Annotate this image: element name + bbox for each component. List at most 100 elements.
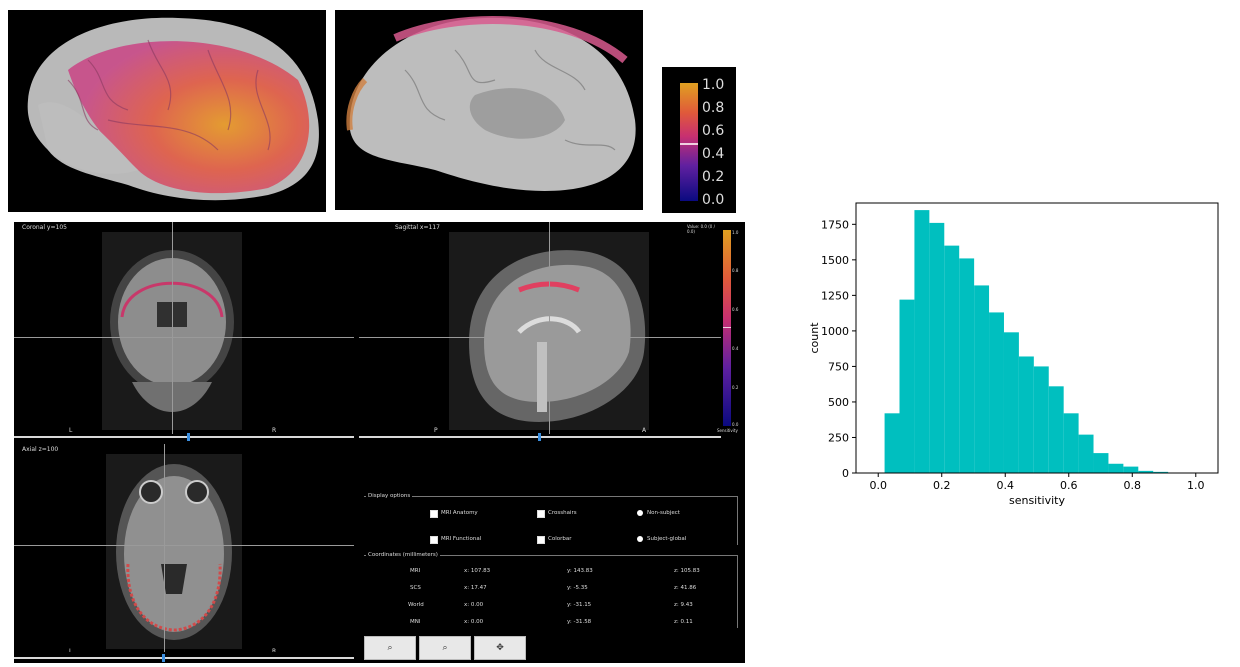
coronal-pane[interactable]: Coronal y=105 L R	[14, 222, 354, 434]
coronal-left-label: L	[69, 427, 73, 434]
sagittal-pane[interactable]: Sagittal x=117 Value: 0.0 (0 / 0.0) P A	[359, 222, 721, 434]
colorbar-checkbox[interactable]	[537, 536, 545, 544]
colorbar-top-tick: 1.0	[702, 77, 725, 93]
sagittal-left-label: P	[434, 427, 438, 434]
zoom-out-button[interactable]: ⌕	[419, 636, 471, 660]
coord-row-name: SCS	[410, 585, 421, 591]
colorbar-top-tick: 0.4	[702, 146, 725, 162]
viewer-colorbar-tick: 0.2	[732, 385, 739, 390]
colorbar-top: 1.0 0.8 0.6 0.4 0.2 0.0	[662, 67, 736, 213]
colorbar-top-tick: 0.2	[702, 169, 725, 185]
coordinates-label: Coordinates (millimeters)	[366, 552, 440, 558]
y-tick-label: 1000	[821, 325, 849, 338]
mri-functional-checkbox[interactable]	[430, 536, 438, 544]
viewer-colorbar-tick: 0.0	[732, 422, 739, 427]
coord-row-name: World	[408, 602, 424, 608]
histogram-bar	[1093, 453, 1109, 473]
coord-row-name: MRI	[410, 568, 421, 574]
viewer-colorbar-tick: 0.6	[732, 307, 739, 312]
axial-crosshair-v	[164, 444, 165, 652]
pan-button[interactable]: ✥	[474, 636, 526, 660]
viewer-colorbar-tick: 1.0	[732, 230, 739, 235]
histogram-bar	[929, 222, 945, 473]
sagittal-slider[interactable]	[359, 433, 721, 441]
histogram-bar	[959, 258, 975, 473]
histogram-bar	[1063, 413, 1079, 473]
axial-title: Axial z=100	[22, 446, 59, 453]
brain-lateral-view	[8, 10, 326, 212]
mri-functional-label: MRI Functional	[441, 536, 482, 542]
display-options-label: Display options	[366, 493, 413, 499]
y-tick-label: 1250	[821, 289, 849, 302]
coord-z: z: 9.43	[674, 602, 693, 608]
axial-slider[interactable]	[14, 654, 354, 662]
y-tick-label: 750	[828, 360, 849, 373]
sagittal-value-readout: Value: 0.0 (0 / 0.0)	[687, 224, 715, 234]
coord-z: z: 41.86	[674, 585, 697, 591]
histogram-svg: 0.0 0.2 0.4 0.6 0.8 1.0 0 250 500 750 1000 1250 1500…	[808, 202, 1219, 507]
axial-slider-thumb[interactable]	[162, 654, 165, 662]
x-tick-label: 0.0	[869, 479, 887, 492]
mri-anatomy-checkbox[interactable]	[430, 510, 438, 518]
crosshairs-label: Crosshairs	[548, 510, 577, 516]
coronal-slider[interactable]	[14, 433, 354, 441]
y-tick-label: 250	[828, 431, 849, 444]
subject-label: Subject-global	[647, 536, 687, 542]
brain-medial-view	[335, 10, 643, 210]
sagittal-slider-thumb[interactable]	[538, 433, 541, 441]
histogram-bar	[899, 299, 915, 473]
histogram-bar	[1123, 466, 1139, 473]
coord-y: y: 143.83	[567, 568, 593, 574]
histogram-bar	[989, 312, 1004, 473]
coord-row-name: MNI	[410, 619, 421, 625]
y-axis-label: count	[808, 322, 821, 354]
histogram-bar	[884, 413, 900, 473]
viewer-colorbar-tick: 0.4	[732, 346, 739, 351]
plot-frame	[855, 202, 1219, 474]
crosshairs-checkbox[interactable]	[537, 510, 545, 518]
y-tick-label: 500	[828, 396, 849, 409]
y-tick-label: 1500	[821, 254, 849, 267]
zoom-in-button[interactable]: ⌕	[364, 636, 416, 660]
histogram-bar	[1078, 434, 1094, 473]
coronal-slider-thumb[interactable]	[187, 433, 190, 441]
y-tick-label: 0	[842, 467, 849, 480]
nonsubject-label: Non-subject	[647, 510, 680, 516]
histogram-bar	[1153, 471, 1169, 473]
coordinates-group: Coordinates (millimeters) MRI x: 107.83 …	[364, 552, 738, 628]
colorbar-option-label: Colorbar	[548, 536, 572, 542]
histogram-bar	[974, 285, 990, 473]
coord-x: x: 0.00	[464, 602, 484, 608]
coord-y: y: -5.35	[567, 585, 588, 591]
coord-z: z: 0.11	[674, 619, 693, 625]
histogram-bar	[1138, 470, 1154, 473]
subject-radio[interactable]	[637, 536, 643, 542]
axial-crosshair-h	[14, 545, 354, 546]
histogram-bar	[1033, 366, 1049, 473]
histogram-bar	[1108, 463, 1124, 473]
histogram-bar	[1048, 386, 1064, 473]
histogram-bar	[1003, 332, 1019, 473]
histogram-bar	[914, 210, 930, 473]
viewer-colorbar	[723, 230, 731, 426]
coord-y: y: -31.58	[567, 619, 592, 625]
display-options-group: Display options MRI Anatomy Crosshairs N…	[364, 493, 738, 545]
axial-pane[interactable]: Axial z=100 L R	[14, 444, 354, 652]
nonsubject-radio[interactable]	[637, 510, 643, 516]
mri-anatomy-label: MRI Anatomy	[441, 510, 478, 516]
x-tick-label: 0.2	[933, 479, 951, 492]
sagittal-title: Sagittal x=117	[395, 224, 440, 231]
coronal-crosshair-h	[14, 337, 354, 338]
colorbar-top-tick: 0.6	[702, 123, 725, 139]
colorbar-top-tick: 0.8	[702, 100, 725, 116]
coord-x: x: 17.47	[464, 585, 487, 591]
coord-x: x: 0.00	[464, 619, 484, 625]
viewer-colorbar-label: Sensitivity	[717, 428, 738, 433]
sagittal-crosshair-h	[359, 337, 721, 338]
coronal-title: Coronal y=105	[22, 224, 67, 231]
x-tick-label: 0.8	[1124, 479, 1142, 492]
coronal-crosshair-v	[172, 222, 173, 434]
x-axis-label: sensitivity	[1009, 494, 1066, 507]
histogram-bar	[1018, 356, 1034, 473]
coronal-right-label: R	[272, 427, 277, 434]
